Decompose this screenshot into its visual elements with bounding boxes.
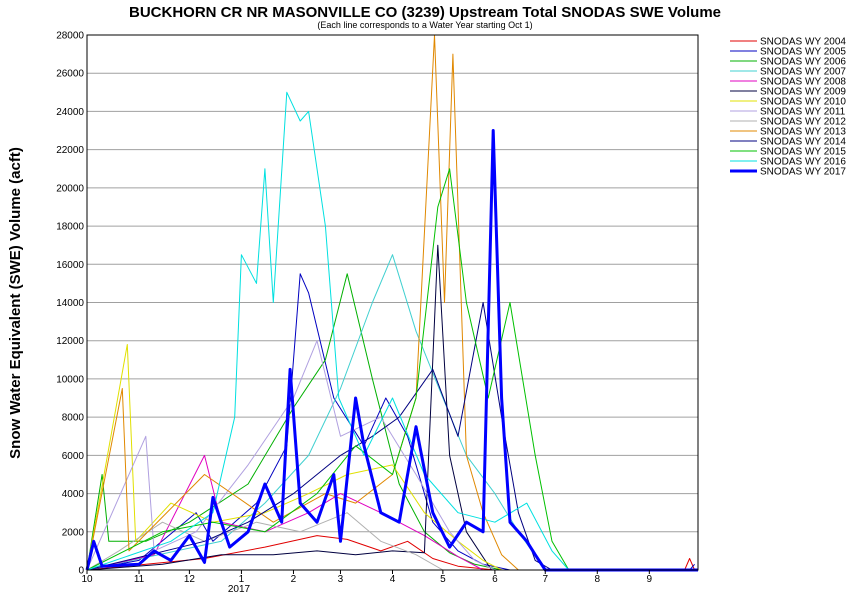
series-line-wy-2005 [86, 273, 695, 571]
x-tick-label: 10 [81, 574, 93, 585]
series-line-wy-2011 [86, 340, 698, 571]
legend-label: SNODAS WY 2010 [760, 97, 846, 108]
chart-title: BUCKHORN CR NR MASONVILLE CO (3239) Upst… [129, 4, 721, 21]
legend-label: SNODAS WY 2014 [760, 137, 846, 148]
y-axis-ticks: 0 2000 4000 6000 8000 10000 12000 14000 16000 180… [56, 31, 84, 577]
x-tick-label: 12 [184, 574, 196, 585]
year-label: 2017 [228, 584, 251, 595]
legend-label: SNODAS WY 2011 [760, 107, 846, 118]
y-tick-label: 26000 [56, 69, 84, 80]
series-line-wy-2017 [85, 129, 698, 572]
x-tick-label: 5 [440, 574, 446, 585]
series-line-wy-2007 [86, 254, 698, 571]
series-line-wy-2008 [86, 454, 698, 571]
gridlines [87, 34, 698, 571]
y-tick-label: 22000 [56, 145, 84, 156]
series-line-wy-2015 [86, 168, 698, 571]
y-tick-label: 24000 [56, 107, 84, 118]
y-tick-label: 8000 [62, 413, 85, 424]
x-tick-label: 1 [239, 574, 245, 585]
series-layer [85, 34, 698, 572]
y-tick-label: 28000 [56, 31, 84, 42]
legend-label: SNODAS WY 2009 [760, 87, 846, 98]
legend-label: SNODAS WY 2017 [760, 167, 846, 178]
y-tick-label: 0 [78, 566, 84, 577]
x-tick-label: 6 [492, 574, 498, 585]
y-tick-label: 12000 [56, 336, 84, 347]
y-tick-label: 2000 [62, 527, 85, 538]
x-tick-label: 2 [291, 574, 297, 585]
x-tick-label: 4 [390, 574, 396, 585]
x-tick-label: 11 [134, 574, 145, 585]
series-line-wy-2009 [86, 244, 698, 571]
x-tick-label: 8 [595, 574, 601, 585]
x-tick-label: 9 [647, 574, 653, 585]
x-axis-ticks: 10 11 12 1 2 3 4 5 6 7 8 9 [81, 570, 653, 585]
legend-label: SNODAS WY 2004 [760, 37, 846, 48]
series-line-wy-2016 [86, 91, 698, 571]
x-tick-label: 7 [542, 574, 548, 585]
legend-label: SNODAS WY 2006 [760, 57, 846, 68]
series-line-wy-2010 [86, 344, 698, 571]
legend-label: SNODAS WY 2005 [760, 47, 846, 58]
x-tick-label: 3 [338, 574, 344, 585]
y-tick-label: 20000 [56, 183, 84, 194]
y-tick-label: 6000 [62, 451, 85, 462]
legend-label: SNODAS WY 2016 [760, 157, 846, 168]
legend-label: SNODAS WY 2013 [760, 127, 846, 138]
legend-label: SNODAS WY 2012 [760, 117, 846, 128]
y-tick-label: 16000 [56, 260, 84, 271]
legend-label: SNODAS WY 2008 [760, 77, 846, 88]
y-tick-label: 4000 [62, 489, 85, 500]
legend-label: SNODAS WY 2015 [760, 147, 846, 158]
y-axis-label: Snow Water Equivalent (SWE) Volume (acft… [7, 147, 24, 459]
y-tick-label: 18000 [56, 222, 84, 233]
y-tick-label: 14000 [56, 298, 84, 309]
chart-subtitle: (Each line corresponds to a Water Year s… [317, 20, 532, 30]
y-tick-label: 10000 [56, 374, 84, 385]
legend-label: SNODAS WY 2007 [760, 67, 846, 78]
